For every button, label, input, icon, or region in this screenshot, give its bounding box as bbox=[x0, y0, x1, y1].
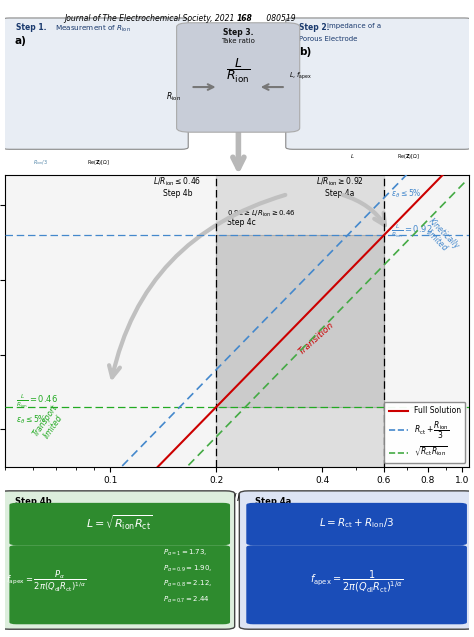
Text: Journal of The Electrochemical Society, 2021: Journal of The Electrochemical Society, … bbox=[64, 14, 237, 23]
Text: $f_\mathrm{apex} = \dfrac{P_\alpha}{2\pi(Q_\mathrm{dl}R_\mathrm{ct})^{1/\alpha}}: $f_\mathrm{apex} = \dfrac{P_\alpha}{2\pi… bbox=[6, 569, 87, 594]
Text: Take ratio: Take ratio bbox=[221, 38, 255, 44]
Text: $L/R_\mathrm{ion} \leq 0.46$: $L/R_\mathrm{ion} \leq 0.46$ bbox=[153, 176, 201, 189]
Text: $P_{\alpha=0.8} = 2.12,$: $P_{\alpha=0.8} = 2.12,$ bbox=[163, 579, 212, 589]
Text: Transition: Transition bbox=[297, 320, 336, 356]
FancyBboxPatch shape bbox=[177, 23, 300, 132]
Text: $P_{\alpha=0.7} = 2.44$: $P_{\alpha=0.7} = 2.44$ bbox=[163, 594, 210, 605]
Text: $R_\mathregular{ion}$: $R_\mathregular{ion}$ bbox=[166, 90, 181, 103]
Text: $L = R_\mathrm{ct} + R_\mathrm{ion}/3$: $L = R_\mathrm{ct} + R_\mathrm{ion}/3$ bbox=[319, 516, 394, 529]
Text: Re($\mathbf{Z}$)[$\Omega$]: Re($\mathbf{Z}$)[$\Omega$] bbox=[87, 158, 109, 167]
Text: $\frac{L}{R_\mathrm{ion}}=0.46$: $\frac{L}{R_\mathrm{ion}}=0.46$ bbox=[17, 392, 58, 410]
X-axis label: Re($\mathbf{Z}$)[$\Omega$]: Re($\mathbf{Z}$)[$\Omega$] bbox=[63, 132, 86, 141]
X-axis label: Re($\mathbf{Z}$)[$\Omega$]: Re($\mathbf{Z}$)[$\Omega$] bbox=[369, 132, 392, 141]
Text: $L, f_\mathregular{apex}$: $L, f_\mathregular{apex}$ bbox=[289, 70, 312, 82]
Text: Transport
limited: Transport limited bbox=[31, 403, 68, 444]
Bar bbox=[216, 235, 384, 407]
FancyBboxPatch shape bbox=[9, 545, 230, 624]
Text: 080519: 080519 bbox=[264, 14, 296, 23]
Y-axis label: Im($\mathbf{Z}$)[$\Omega$]: Im($\mathbf{Z}$)[$\Omega$] bbox=[300, 76, 309, 99]
Text: contact res.: contact res. bbox=[316, 47, 339, 51]
FancyBboxPatch shape bbox=[2, 18, 188, 149]
Text: $\frac{L}{R_\mathrm{ion}}=0.92$: $\frac{L}{R_\mathrm{ion}}=0.92$ bbox=[392, 223, 433, 240]
FancyBboxPatch shape bbox=[246, 503, 467, 545]
Text: $R_\mathrm{ion}/3$: $R_\mathrm{ion}/3$ bbox=[33, 158, 48, 167]
Text: Step 4b: Step 4b bbox=[15, 497, 52, 506]
Text: 168: 168 bbox=[237, 14, 253, 23]
Text: Kinetically
limited: Kinetically limited bbox=[420, 217, 461, 258]
Text: $0.92 \geq L/R_\mathrm{ion} \geq 0.46$: $0.92 \geq L/R_\mathrm{ion} \geq 0.46$ bbox=[228, 209, 296, 219]
Text: $\epsilon_\vartheta \leq 5\%$: $\epsilon_\vartheta \leq 5\%$ bbox=[392, 187, 422, 200]
Text: $\dfrac{L}{R_\mathregular{ion}}$: $\dfrac{L}{R_\mathregular{ion}}$ bbox=[226, 57, 251, 85]
Text: $P_{\alpha=0.9} = 1.90,$: $P_{\alpha=0.9} = 1.90,$ bbox=[163, 563, 212, 573]
FancyBboxPatch shape bbox=[9, 503, 230, 545]
Text: a): a) bbox=[15, 36, 27, 46]
Text: $\epsilon_\vartheta \leq 5\%$: $\epsilon_\vartheta \leq 5\%$ bbox=[17, 414, 47, 426]
FancyBboxPatch shape bbox=[239, 491, 474, 629]
FancyBboxPatch shape bbox=[0, 491, 235, 629]
Text: Measurement of $R_\mathregular{ion}$: Measurement of $R_\mathregular{ion}$ bbox=[55, 24, 131, 34]
Text: $f_\mathrm{apex} = \dfrac{1}{2\pi(Q_\mathrm{dl}R_\mathrm{ct})^{1/\alpha}}$: $f_\mathrm{apex} = \dfrac{1}{2\pi(Q_\mat… bbox=[310, 569, 403, 595]
FancyBboxPatch shape bbox=[286, 18, 472, 149]
Text: $L = \sqrt{R_\mathrm{ion}R_\mathrm{ct}}$: $L = \sqrt{R_\mathrm{ion}R_\mathrm{ct}}$ bbox=[86, 513, 154, 532]
Text: Impedance of a: Impedance of a bbox=[327, 24, 381, 29]
Text: Step 4c: Step 4c bbox=[228, 218, 256, 227]
Text: diff. res.: diff. res. bbox=[411, 47, 427, 51]
Y-axis label: $-$Im($\mathbf{Z}$)[$\Omega$]: $-$Im($\mathbf{Z}$)[$\Omega$] bbox=[11, 75, 20, 101]
Text: Step 4a: Step 4a bbox=[255, 497, 291, 506]
Text: b): b) bbox=[299, 47, 311, 57]
Text: Step 4b: Step 4b bbox=[163, 189, 192, 198]
Text: Porous Electrode: Porous Electrode bbox=[299, 36, 357, 42]
Text: $f_\mathrm{apex}$ & $Im_\mathrm{apex}$: $f_\mathrm{apex}$ & $Im_\mathrm{apex}$ bbox=[376, 63, 407, 72]
Text: Low-freq.: Low-freq. bbox=[411, 36, 429, 40]
Text: Step 2.: Step 2. bbox=[299, 24, 329, 32]
Text: $L$: $L$ bbox=[350, 152, 355, 160]
Text: High-freq.: High-freq. bbox=[316, 36, 336, 40]
Text: $L/R_\mathrm{ion} \geq 0.92$: $L/R_\mathrm{ion} \geq 0.92$ bbox=[316, 176, 364, 189]
Text: Step 1.: Step 1. bbox=[16, 24, 47, 32]
Text: $P_{\alpha=1} = 1.73,$: $P_{\alpha=1} = 1.73,$ bbox=[163, 548, 207, 558]
Text: Step 3.: Step 3. bbox=[223, 28, 254, 37]
Legend: Full Solution, $R_\mathrm{ct} + \dfrac{R_\mathrm{ion}}{3}$, $\sqrt{R_\mathrm{ct}: Full Solution, $R_\mathrm{ct} + \dfrac{R… bbox=[384, 402, 465, 463]
X-axis label: $\vartheta(= R_\mathrm{ct}/R_\mathrm{ion})$ / $-$: $\vartheta(= R_\mathrm{ct}/R_\mathrm{ion… bbox=[195, 491, 279, 505]
Text: Re($\mathbf{Z}$)[$\Omega$]: Re($\mathbf{Z}$)[$\Omega$] bbox=[397, 152, 420, 161]
Text: Step 4a: Step 4a bbox=[325, 189, 355, 198]
FancyBboxPatch shape bbox=[246, 545, 467, 624]
